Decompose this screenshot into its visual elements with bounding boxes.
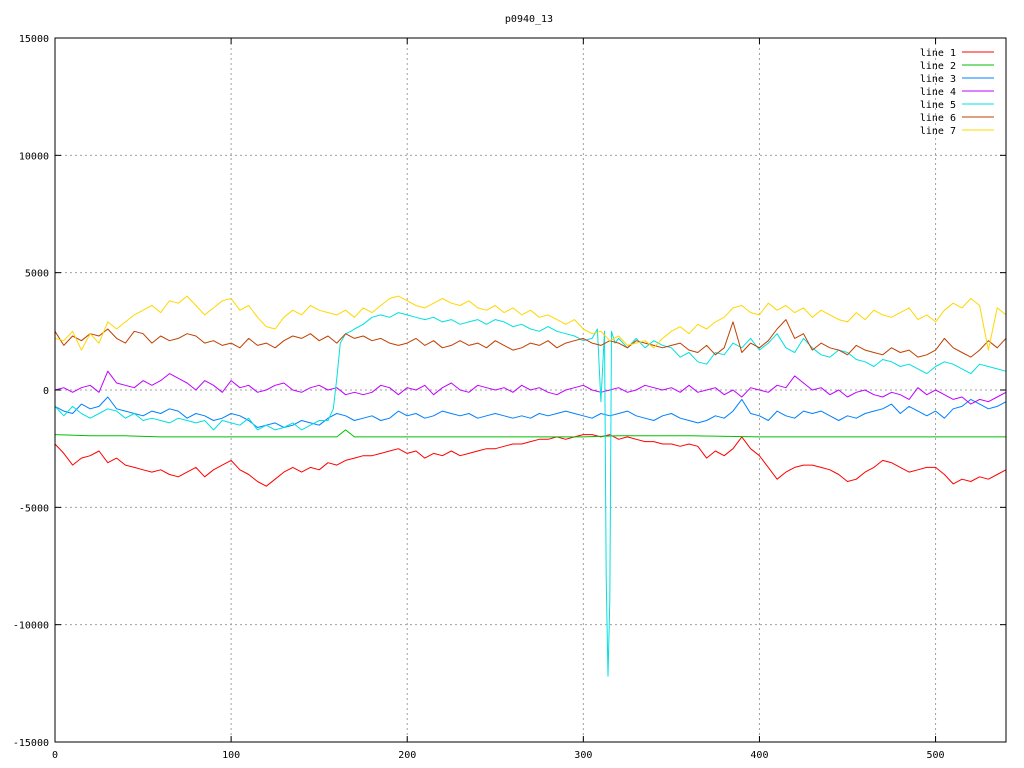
y-tick-label: -15000 [13,738,49,749]
series-group [54,295,1007,677]
legend-label: line 7 [920,126,956,137]
legend-label: line 6 [920,113,956,124]
y-tick-label: -5000 [19,503,49,514]
y-tick-label: 15000 [19,34,49,45]
series-line-7 [54,295,1007,351]
series-line-5 [54,312,1007,677]
y-axis: -15000 -10000 -5000 0 5000 10000 15000 [13,34,1006,749]
series-line-1 [54,434,1007,487]
x-tick-label: 200 [398,750,416,761]
series-line-3 [54,396,1007,428]
y-tick-label: 10000 [19,151,49,162]
x-tick-label: 500 [927,750,945,761]
series-line-6 [54,319,1007,358]
x-tick-label: 100 [222,750,240,761]
x-axis: 0 100 200 300 400 500 [52,38,945,761]
series-line-2 [54,429,1006,438]
x-tick-label: 0 [52,750,58,761]
y-tick-label: 5000 [25,269,49,280]
x-tick-label: 400 [750,750,768,761]
chart-title: p0940_13 [505,14,553,25]
y-tick-label: 0 [43,386,49,397]
legend-label: line 3 [920,74,956,85]
legend-label: line 1 [920,48,956,59]
series-line-4 [54,370,1007,405]
legend-label: line 2 [920,61,956,72]
legend: line 1 line 2 line 3 line 4 line 5 line 6 line… [920,48,994,137]
y-tick-label: -10000 [13,621,49,632]
x-tick-label: 300 [574,750,592,761]
legend-label: line 4 [920,87,956,98]
legend-label: line 5 [920,100,956,111]
